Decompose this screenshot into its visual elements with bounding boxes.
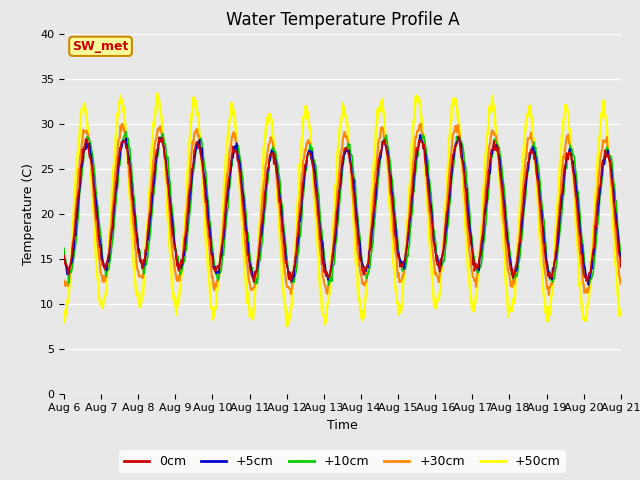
Line: +50cm: +50cm: [64, 93, 621, 326]
+50cm: [617, 308, 625, 313]
+5cm: [410, 175, 418, 180]
0cm: [70, 234, 78, 240]
+50cm: [412, 94, 419, 99]
Title: Water Temperature Profile A: Water Temperature Profile A: [225, 11, 460, 29]
Line: +5cm: +5cm: [64, 135, 621, 285]
0cm: [127, 186, 135, 192]
+5cm: [214, 269, 221, 275]
+10cm: [411, 177, 419, 183]
+50cm: [185, 143, 193, 149]
+10cm: [60, 245, 68, 251]
+50cm: [214, 286, 222, 291]
Line: +10cm: +10cm: [64, 132, 621, 286]
+50cm: [70, 203, 78, 209]
+5cm: [184, 212, 192, 217]
0cm: [428, 210, 435, 216]
Text: SW_met: SW_met: [72, 40, 129, 53]
+5cm: [60, 253, 68, 259]
+30cm: [417, 121, 425, 127]
Y-axis label: Temperature (C): Temperature (C): [22, 163, 35, 264]
+30cm: [545, 292, 552, 298]
+30cm: [60, 278, 68, 284]
0cm: [214, 263, 221, 269]
+30cm: [428, 230, 435, 236]
Line: 0cm: 0cm: [64, 137, 621, 282]
Line: +30cm: +30cm: [64, 124, 621, 295]
+30cm: [184, 193, 192, 199]
+5cm: [417, 132, 424, 138]
0cm: [454, 134, 462, 140]
+10cm: [70, 252, 78, 258]
0cm: [617, 264, 625, 270]
+30cm: [214, 277, 221, 283]
+50cm: [153, 90, 161, 96]
+5cm: [428, 203, 435, 208]
+30cm: [410, 154, 418, 159]
+10cm: [428, 191, 435, 196]
+10cm: [128, 177, 136, 183]
+30cm: [70, 230, 78, 236]
0cm: [184, 209, 192, 215]
Legend: 0cm, +5cm, +10cm, +30cm, +50cm: 0cm, +5cm, +10cm, +30cm, +50cm: [119, 450, 566, 473]
+50cm: [283, 323, 291, 329]
+10cm: [122, 129, 130, 134]
+5cm: [617, 254, 625, 260]
+10cm: [585, 283, 593, 288]
+5cm: [584, 282, 592, 288]
+30cm: [127, 195, 135, 201]
0cm: [250, 279, 257, 285]
X-axis label: Time: Time: [327, 419, 358, 432]
+10cm: [214, 277, 222, 283]
0cm: [411, 162, 419, 168]
+50cm: [127, 222, 135, 228]
+50cm: [60, 311, 68, 317]
+50cm: [428, 272, 436, 277]
+10cm: [185, 220, 193, 226]
+30cm: [617, 281, 625, 287]
+5cm: [127, 178, 135, 183]
+10cm: [617, 255, 625, 261]
0cm: [60, 252, 68, 258]
+5cm: [70, 244, 78, 250]
